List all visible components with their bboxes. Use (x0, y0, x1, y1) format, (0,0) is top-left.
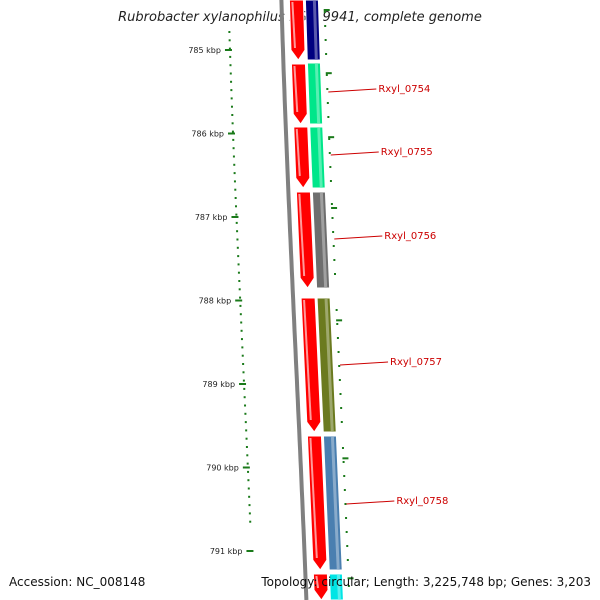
gene-label: Rxyl_0758 (396, 496, 448, 507)
gene-label: Rxyl_0754 (378, 84, 430, 95)
cds-highlight (295, 128, 301, 177)
cds-arrow (293, 126, 311, 189)
cds-arrow (290, 63, 308, 125)
ruler-label: 789 kbp (202, 380, 235, 389)
ruler-label: 791 kbp (210, 547, 243, 556)
ruler-label: 786 kbp (191, 130, 224, 139)
gene-block (328, 573, 344, 600)
gene-block-shade (324, 298, 334, 432)
gene-block (306, 62, 324, 125)
gene-block-shade (336, 574, 341, 600)
ruler-ticks: 785 kbp 786 kbp 787 kbp 788 kbp 789 kbp 790 k… (188, 31, 254, 556)
gene-block-shade (319, 192, 328, 288)
gene-block (311, 191, 331, 289)
cds-highlight (293, 65, 299, 113)
gene-label: Rxyl_0756 (384, 231, 436, 242)
gene-labels: Rxyl_0754 Rxyl_0755 Rxyl_0756 Rxyl_0757 Rxyl… (328, 84, 448, 507)
topology-summary: Topology: circular; Length: 3,225,748 bp… (261, 575, 591, 589)
gene-block-shade (314, 63, 321, 124)
gene-block-shade (330, 436, 340, 570)
cds-highlight (309, 437, 318, 559)
ruler-label: 785 kbp (188, 46, 221, 55)
gene-label-leader (334, 235, 383, 240)
ruler-label: 790 kbp (206, 464, 239, 473)
cds-track (288, 0, 329, 600)
gene-block (322, 435, 343, 571)
cds-highlight (298, 193, 306, 277)
accession-text: Accession: NC_008148 (9, 575, 146, 589)
ruler-label: 788 kbp (199, 297, 232, 306)
gene-label: Rxyl_0755 (381, 147, 433, 158)
cds-highlight (291, 1, 296, 49)
ruler-label: 787 kbp (195, 213, 228, 222)
gene-block-shade (317, 127, 323, 188)
backbone-line (279, 0, 309, 600)
gene-block-shade (312, 0, 318, 60)
gene-label: Rxyl_0757 (390, 357, 442, 368)
gene-block (309, 126, 326, 189)
gene-label-leader (328, 88, 377, 93)
gene-track (304, 0, 354, 600)
gene-block (316, 297, 337, 433)
backbone-layer (279, 0, 309, 600)
cds-arrow (288, 0, 306, 61)
gene-label-leader (339, 361, 389, 366)
gene-label-leader (330, 151, 379, 156)
cds-arrow (295, 191, 315, 289)
cds-highlight (303, 299, 312, 421)
cds-highlight (315, 575, 320, 589)
gene-label-leader (346, 500, 395, 505)
gene-block (304, 0, 321, 61)
